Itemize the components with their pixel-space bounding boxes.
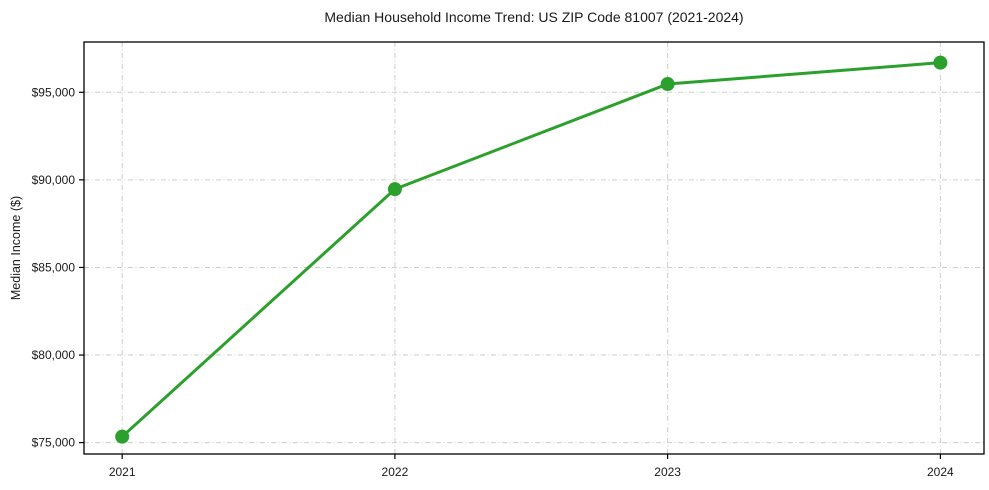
data-point-marker xyxy=(660,77,675,92)
plot-border xyxy=(83,41,985,455)
y-tick-label: $75,000 xyxy=(32,436,76,450)
y-tick-label: $95,000 xyxy=(32,85,76,99)
y-tick-label: $90,000 xyxy=(32,173,76,187)
x-tick-label: 2021 xyxy=(109,465,136,479)
x-tick-label: 2022 xyxy=(382,465,409,479)
data-point-marker xyxy=(115,429,130,444)
y-tick-label: $85,000 xyxy=(32,260,76,274)
x-tick-label: 2024 xyxy=(927,465,954,479)
data-point-marker xyxy=(387,182,402,197)
y-tick-label: $80,000 xyxy=(32,348,76,362)
x-tick-label: 2023 xyxy=(654,465,681,479)
trend-line xyxy=(120,61,942,439)
chart-title: Median Household Income Trend: US ZIP Co… xyxy=(324,9,744,25)
data-point-marker xyxy=(933,55,948,70)
